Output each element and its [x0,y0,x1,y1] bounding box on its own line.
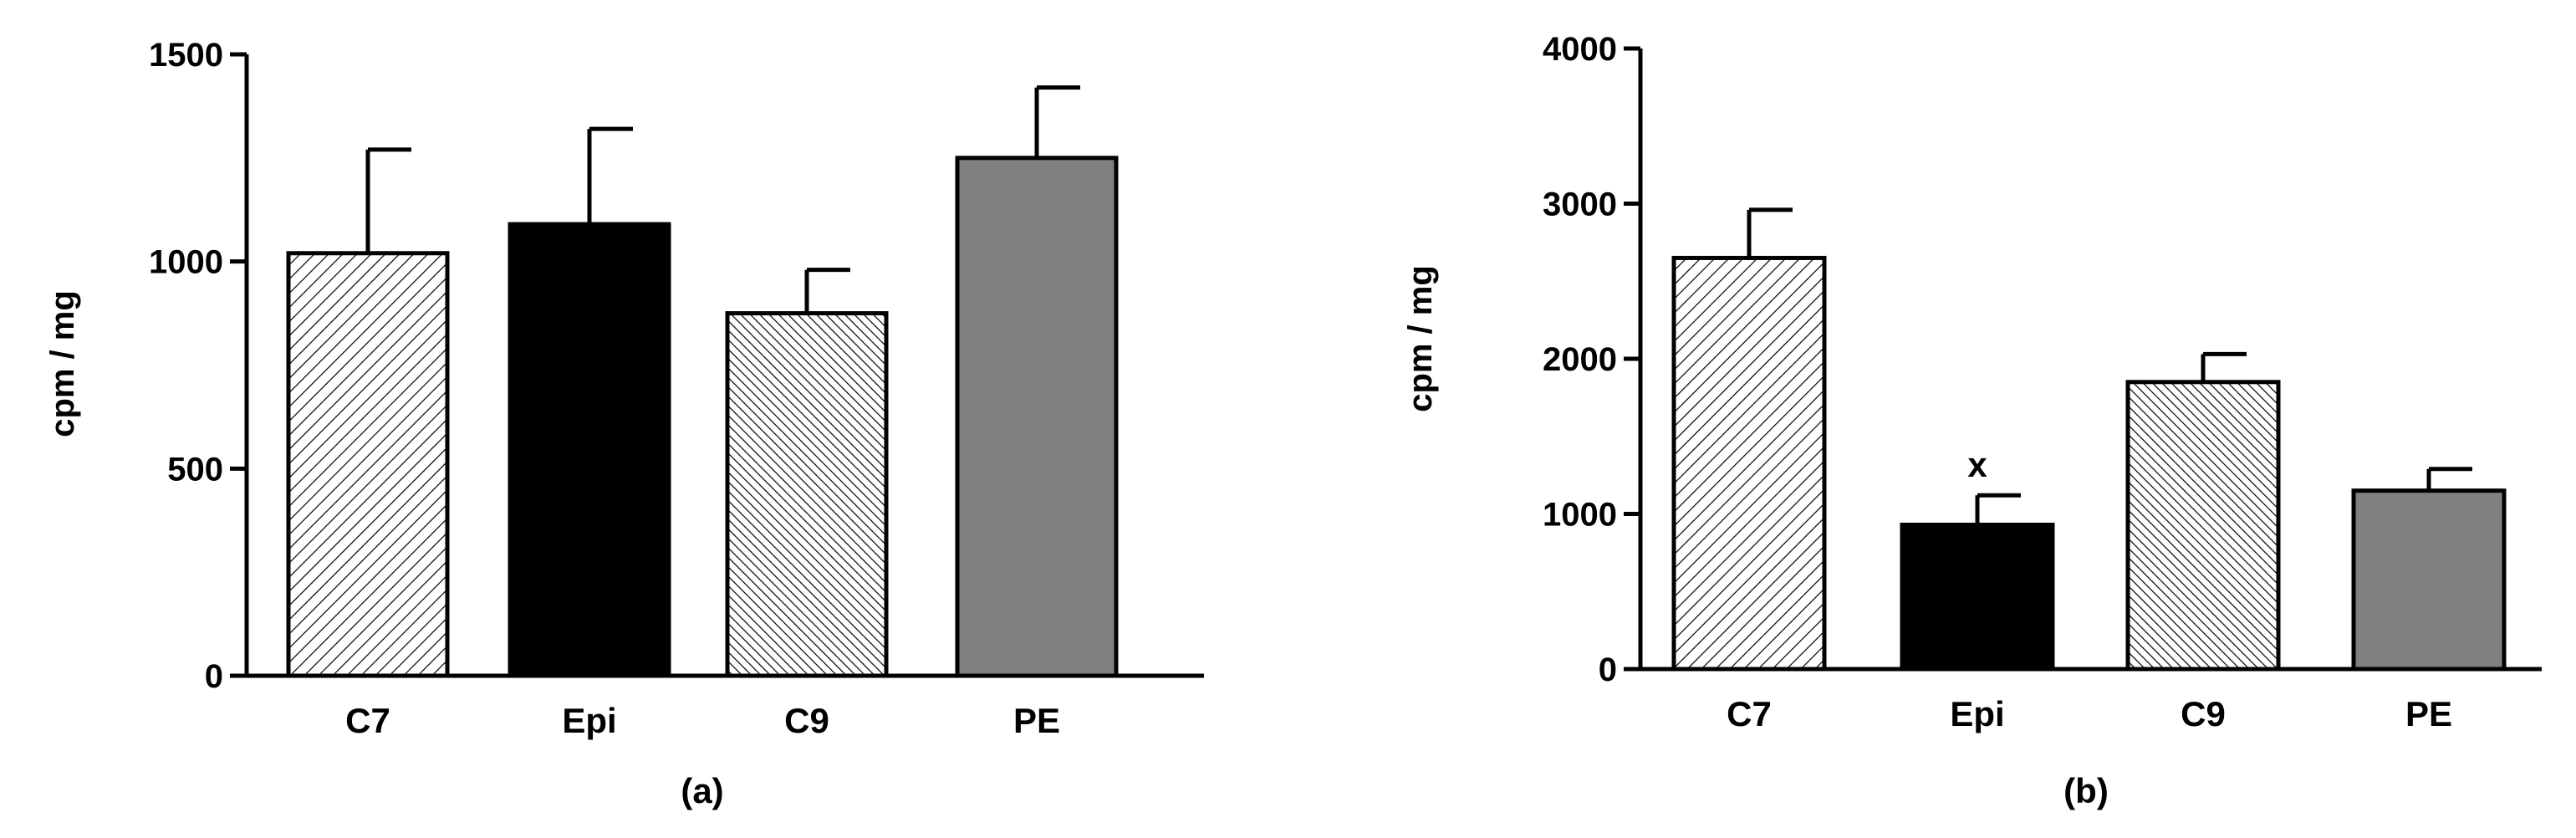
x-tick-label-b-2: C9 [2181,694,2226,733]
bar-a-c9 [725,311,889,678]
y-tick-label-b-0: 0 [1599,651,1617,688]
panel-label-a: (a) [681,771,723,810]
y-tick-label-b-2: 2000 [1543,341,1617,378]
chart-panel-a: cpm / mg (a) 0 500 1000 1500 C7 Epi C9 PE [44,37,1204,810]
bar-b-pe [2351,488,2507,672]
bar-b-c9 [2125,380,2281,672]
x-tick-label-a-1: Epi [562,701,616,740]
y-tick-label-a-2: 1000 [149,244,223,281]
bar-a-c7 [286,251,450,678]
panel-label-b: (b) [2063,771,2109,810]
x-tick-label-b-3: PE [2405,694,2452,733]
x-tick-label-b-1: Epi [1950,694,2004,733]
x-tick-label-b-0: C7 [1727,694,1772,733]
y-tick-label-a-3: 1500 [149,37,223,74]
y-tick-label-b-3: 3000 [1543,187,1617,223]
y-tick-label-a-0: 0 [205,658,223,695]
x-tick-label-a-2: C9 [784,701,829,740]
x-tick-label-a-3: PE [1013,701,1060,740]
y-tick-label-a-1: 500 [167,451,223,488]
x-tick-label-a-0: C7 [345,701,390,740]
bar-a-epi [508,222,671,678]
y-tick-label-b-4: 4000 [1543,31,1617,68]
chart-panel-b: cpm / mg (b) 0 1000 2000 3000 4000 C7 Epi x C9 PE [1402,31,2542,810]
y-tick-label-b-1: 1000 [1543,497,1617,534]
bar-a-pe [955,156,1119,678]
y-axis-label-a: cpm / mg [44,290,81,437]
y-axis-label-b: cpm / mg [1402,265,1439,412]
annotation-b-1: x [1967,445,1987,484]
bar-b-epi [1900,522,2055,672]
bar-b-c7 [1671,255,1827,672]
